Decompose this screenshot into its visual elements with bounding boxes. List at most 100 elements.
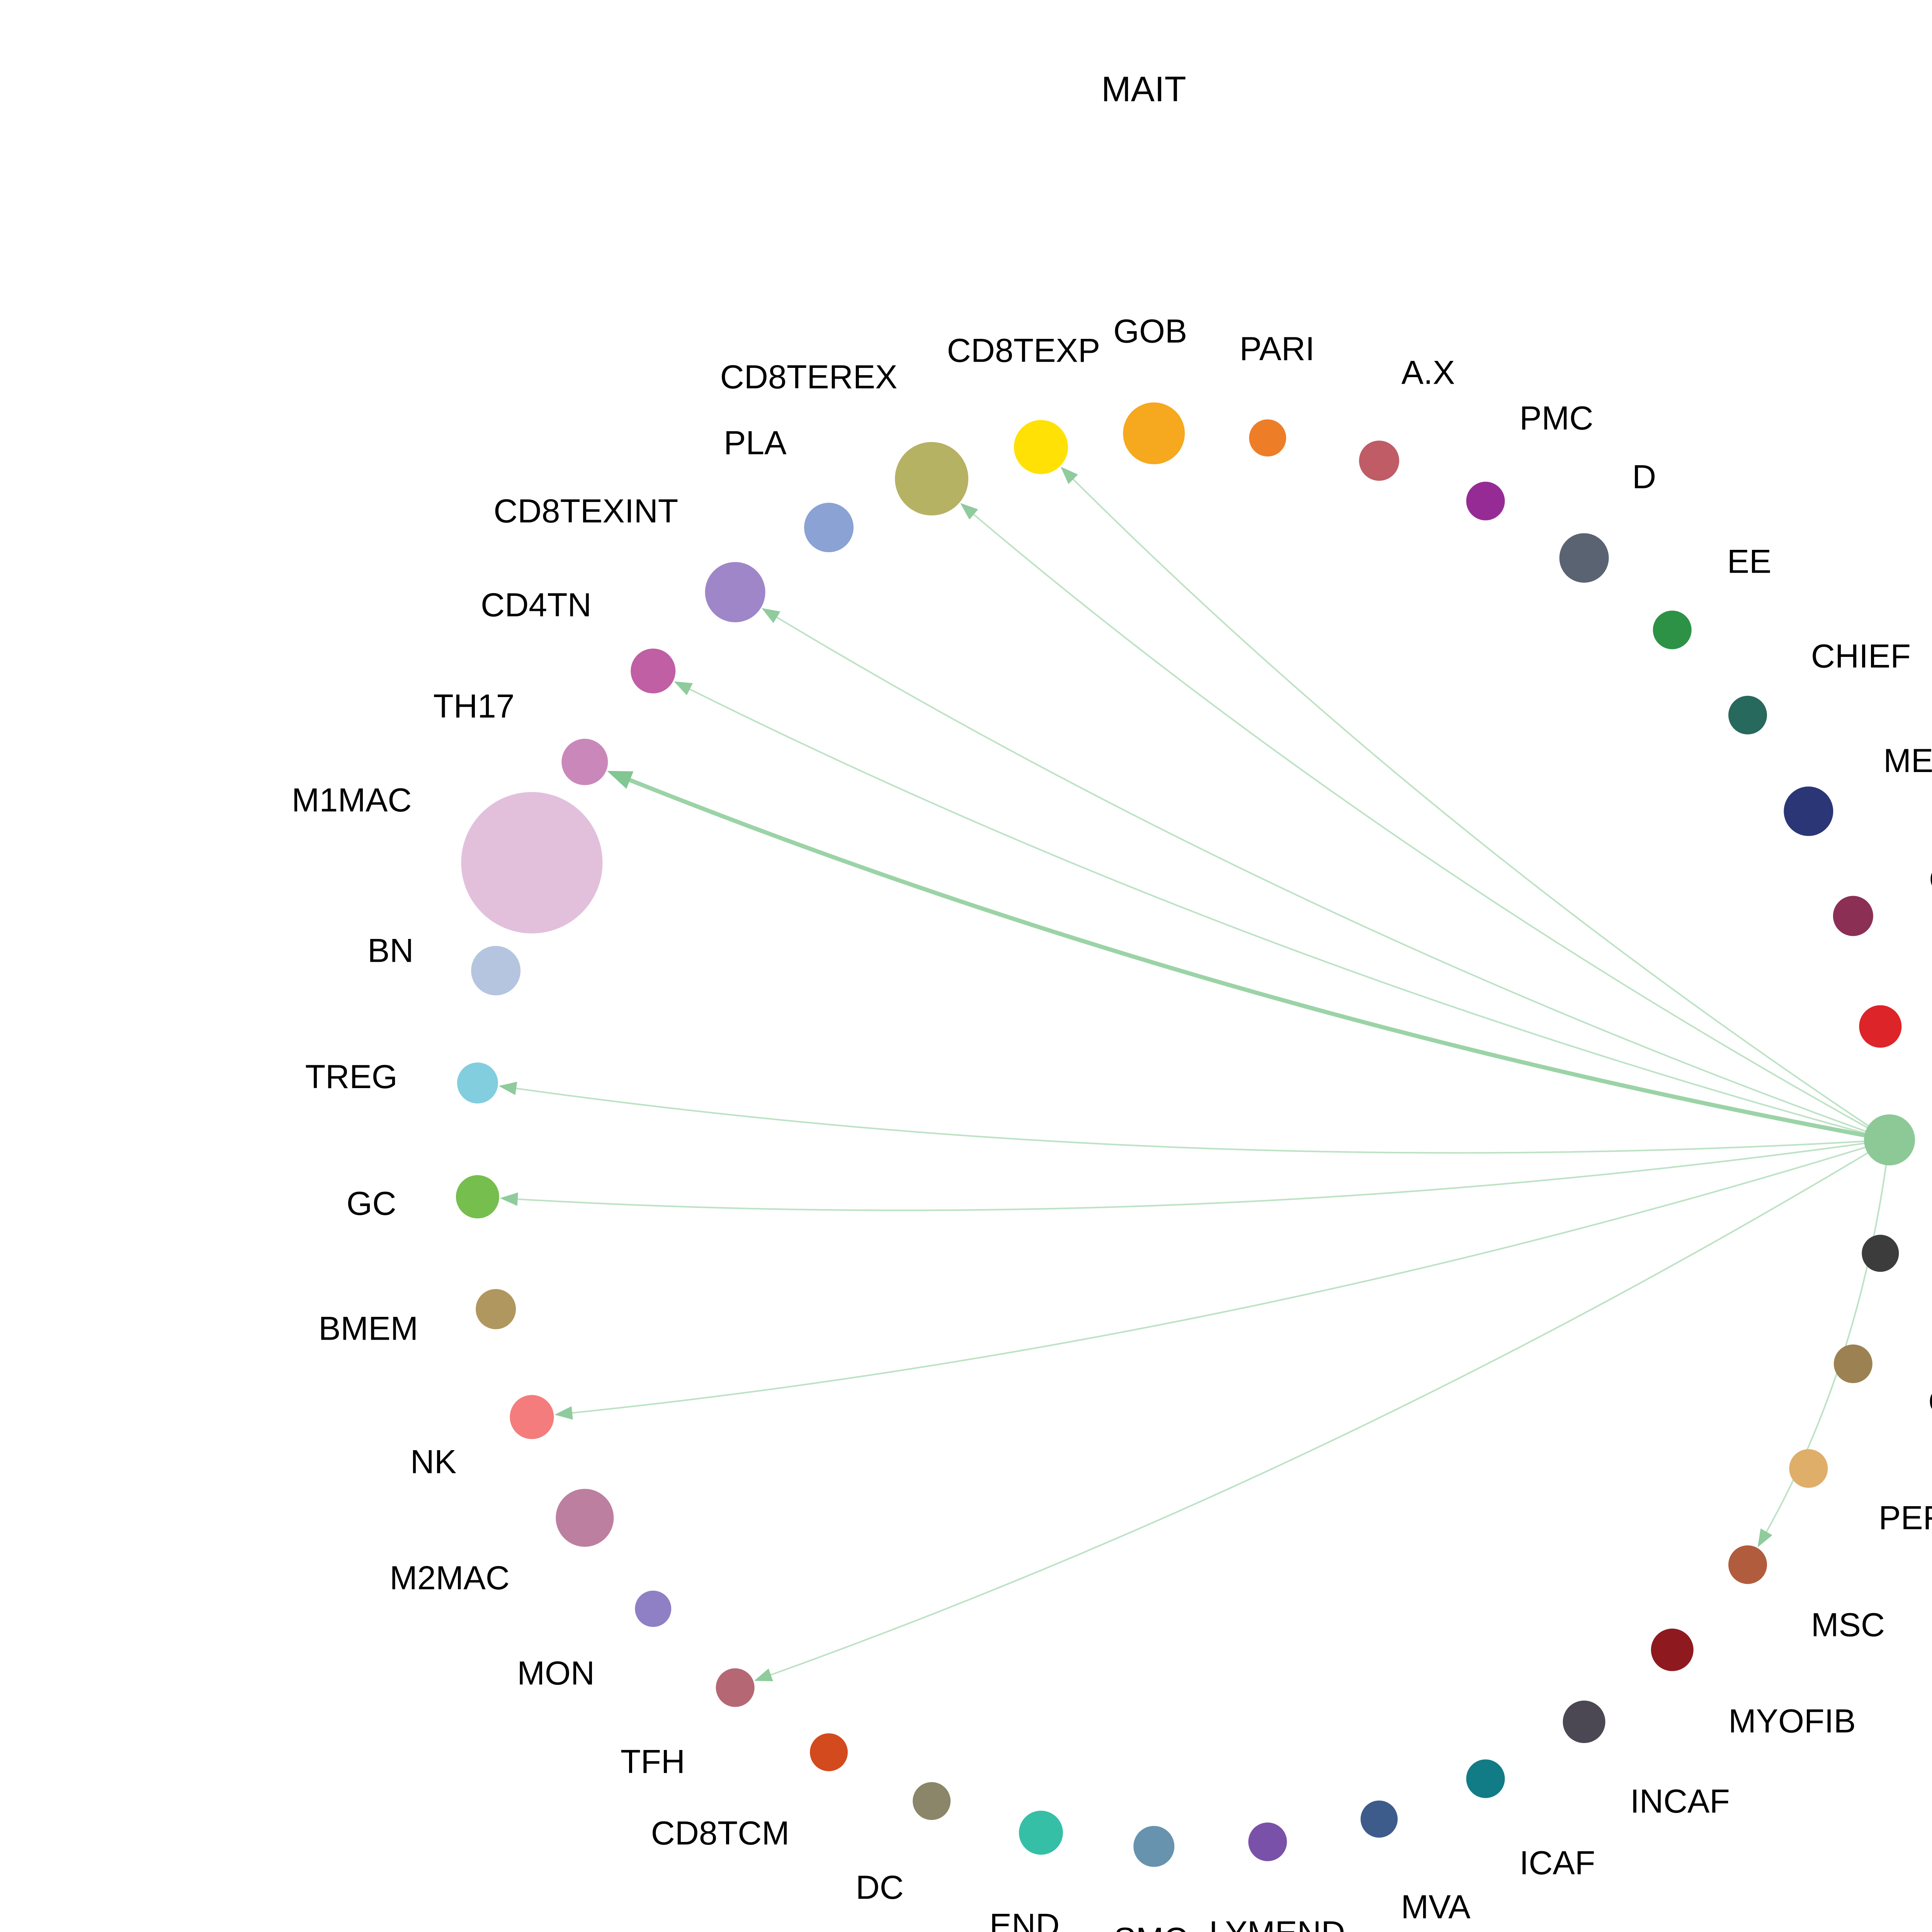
node-label-CD4TN: CD4TN (481, 587, 592, 624)
node-PMC (1466, 481, 1505, 520)
node-DC (913, 1782, 951, 1820)
node-label-PERI: PERI (1879, 1500, 1932, 1537)
arrowhead-CD8TEXP-icon (1060, 466, 1078, 484)
edge-MAIT-CD8TEXINT (769, 612, 1890, 1141)
node-label-GC: GC (347, 1185, 396, 1222)
edges-layer (498, 466, 1890, 1681)
node-label-MVA: MVA (1401, 1889, 1471, 1926)
node-MVA (1361, 1800, 1398, 1838)
edge-MAIT-CD8TEXP (1067, 473, 1890, 1141)
node-label-GOB: GOB (1113, 313, 1187, 350)
nodes-layer (456, 402, 1915, 1867)
node-GC (456, 1175, 499, 1219)
node-label-EE: EE (1727, 543, 1772, 580)
node-label-CAF: CAF (1928, 1383, 1932, 1420)
node-label-ICAF: ICAF (1519, 1845, 1595, 1882)
arrowhead-CD4TN-icon (673, 681, 693, 696)
node-label-MON: MON (517, 1655, 595, 1692)
arrowhead-CD8TEREX-icon (960, 503, 978, 520)
node-CAF (1833, 1344, 1872, 1383)
node-label-MSC: MSC (1811, 1607, 1885, 1644)
node-CD8TEXP (1014, 420, 1068, 474)
node-CD8TEREX (895, 442, 969, 515)
arrowhead-NK-icon (554, 1406, 573, 1420)
edge-MAIT-MSC (1762, 1139, 1890, 1539)
arrowhead-TFH-icon (754, 1668, 773, 1681)
edge-MAIT-TFH (763, 1139, 1890, 1679)
node-TFH (716, 1668, 755, 1707)
node-label-TH17: TH17 (433, 688, 514, 725)
node-label-GMC: GMC (1929, 861, 1932, 898)
node-CHIEF (1728, 696, 1767, 735)
node-label-INCAF: INCAF (1630, 1783, 1730, 1820)
node-label-SMC: SMC (1114, 1921, 1187, 1932)
node-MESC (1784, 786, 1833, 836)
node-label-CD8TEXINT: CD8TEXINT (493, 493, 678, 530)
node-label-BN: BN (367, 932, 413, 969)
node-A.X (1359, 440, 1400, 481)
node-label-CHIEF: CHIEF (1811, 638, 1911, 675)
node-label-TREG: TREG (305, 1058, 398, 1095)
arrowhead-MSC-icon (1757, 1528, 1772, 1548)
node-PARI (1249, 419, 1286, 457)
node-label-M2MAC: M2MAC (389, 1560, 510, 1597)
node-FIB (1862, 1235, 1899, 1272)
node-label-CD8TEREX: CD8TEREX (720, 359, 898, 396)
node-label-M1MAC: M1MAC (292, 782, 412, 819)
edge-MAIT-TH17 (619, 774, 1890, 1142)
node-STM (1859, 1005, 1902, 1048)
node-label-TFH: TFH (621, 1743, 685, 1780)
node-MSC (1728, 1545, 1767, 1584)
node-PLA (804, 503, 854, 553)
arrowhead-TREG-icon (498, 1082, 517, 1095)
node-label-PLA: PLA (724, 425, 787, 462)
node-label-BMEM: BMEM (318, 1310, 418, 1347)
arrowhead-TH17-icon (607, 771, 634, 789)
node-TREG (457, 1062, 498, 1104)
node-SMC (1133, 1826, 1175, 1867)
plot-title: MAIT (1101, 70, 1186, 109)
node-label-CD8TCM: CD8TCM (651, 1815, 789, 1852)
node-LYMEND (1248, 1822, 1287, 1861)
arrowhead-GC-icon (500, 1192, 518, 1206)
node-GMC (1833, 896, 1873, 936)
node-PERI (1789, 1449, 1828, 1488)
node-label-END: END (990, 1907, 1060, 1932)
node-label-LYMEND: LYMEND (1209, 1915, 1345, 1932)
node-BMEM (476, 1289, 516, 1329)
node-GOB (1123, 402, 1185, 464)
node-label-CD8TEXP: CD8TEXP (947, 332, 1100, 369)
node-INCAF (1563, 1701, 1605, 1743)
node-label-A.X: A.X (1401, 354, 1455, 391)
edge-MAIT-GC (509, 1139, 1890, 1211)
node-ICAF (1466, 1759, 1505, 1798)
node-BN (471, 946, 521, 996)
node-label-MESC: MESC (1883, 742, 1932, 779)
node-EE (1653, 611, 1692, 650)
edge-MAIT-TREG (508, 1086, 1890, 1154)
node-label-D: D (1632, 459, 1656, 496)
node-CD4TN (631, 648, 676, 694)
labels-layer: MAITSTMGMCMESCCHIEFEEDPMCA.XPARIGOBCD8TE… (292, 313, 1932, 1932)
node-label-NK: NK (410, 1443, 456, 1480)
node-CD8TEXINT (705, 562, 765, 622)
node-END (1019, 1811, 1063, 1855)
node-MAIT (1864, 1114, 1915, 1165)
node-M1MAC (461, 792, 603, 934)
node-label-DC: DC (856, 1869, 904, 1906)
node-MON (635, 1590, 672, 1627)
node-label-MYOFIB: MYOFIB (1728, 1702, 1856, 1740)
node-TH17 (561, 738, 608, 785)
edge-MAIT-NK (564, 1139, 1890, 1415)
node-NK (510, 1395, 554, 1439)
node-CD8TCM (810, 1733, 848, 1771)
node-D (1559, 533, 1609, 583)
edge-MAIT-CD4TN (682, 685, 1890, 1141)
arrowhead-CD8TEXINT-icon (762, 608, 781, 623)
node-MYOFIB (1651, 1628, 1694, 1671)
node-M2MAC (556, 1489, 614, 1547)
node-label-PMC: PMC (1519, 400, 1593, 437)
node-label-PARI: PARI (1240, 330, 1315, 367)
